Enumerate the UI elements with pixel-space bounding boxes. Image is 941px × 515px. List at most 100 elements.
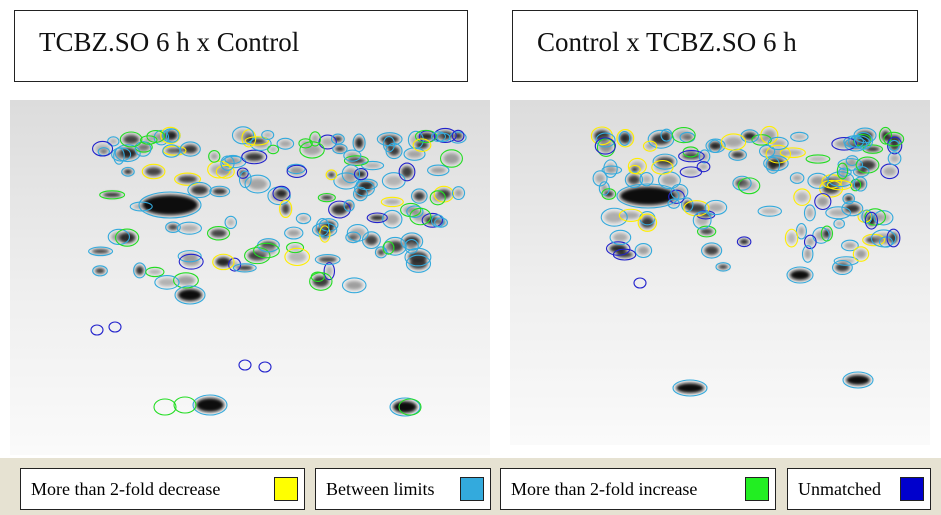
- gel-spot: [210, 229, 227, 238]
- gel-spot: [667, 198, 681, 209]
- gel-spot: [114, 228, 140, 247]
- gel-spot: [191, 185, 209, 195]
- legend-label: More than 2-fold increase: [511, 478, 698, 499]
- gel-spot: [880, 163, 900, 180]
- gel-spot: [604, 211, 624, 223]
- gel-spot: [95, 144, 110, 154]
- gel-spot: [831, 137, 857, 151]
- gel-spot: [244, 174, 271, 194]
- gel-spot: [673, 187, 686, 197]
- gel-spot: [616, 128, 635, 148]
- gel-spot: [832, 259, 853, 275]
- gel-spot: [253, 242, 280, 259]
- gel-spot: [328, 200, 351, 219]
- gel-spot: [321, 137, 334, 147]
- gel-spot: [637, 213, 658, 232]
- gel-spot: [149, 132, 162, 140]
- gel-spot: [683, 200, 710, 217]
- gel-spot: [604, 191, 614, 198]
- gel-spot: [678, 150, 705, 163]
- gel-spot: [783, 150, 803, 156]
- gel-spot: [174, 285, 206, 305]
- gel-spot: [303, 144, 322, 155]
- gel-spot: [443, 153, 460, 164]
- gel-spot: [640, 217, 654, 229]
- gel-spot: [846, 375, 870, 385]
- gel-spot: [814, 193, 832, 211]
- gel-spot: [616, 183, 680, 209]
- gel-spot: [592, 170, 608, 187]
- gel-spot: [852, 246, 870, 262]
- gel-spot: [704, 199, 728, 216]
- gel-spot: [178, 289, 202, 301]
- gel-spot: [224, 215, 238, 230]
- gel-spot: [90, 324, 104, 336]
- gel-spot: [281, 203, 290, 215]
- gel-spot: [226, 218, 235, 226]
- gel-spot: [315, 217, 330, 236]
- gel-spot: [187, 181, 212, 199]
- panel-title: TCBZ.SO 6 h x Control: [14, 10, 468, 82]
- gel-spot: [398, 162, 416, 182]
- gel-spot: [790, 131, 809, 142]
- gel-spot: [236, 167, 249, 179]
- gel-spot: [732, 175, 752, 191]
- gel-spot: [853, 127, 877, 144]
- gel-spot: [631, 167, 639, 172]
- gel-spot: [383, 236, 407, 256]
- gel-spot: [865, 146, 880, 152]
- gel-spot: [385, 213, 400, 225]
- gel-spot: [298, 138, 313, 149]
- gel-spot: [761, 208, 779, 215]
- gel-spot: [142, 195, 198, 215]
- gel-spot: [612, 248, 637, 261]
- gel-spot: [612, 233, 628, 242]
- gel-spot: [173, 272, 199, 289]
- gel-spot: [279, 199, 293, 218]
- gel-spot: [696, 225, 717, 238]
- gel-spot: [165, 128, 180, 143]
- gel-spot: [873, 210, 894, 226]
- gel-spot: [787, 232, 796, 244]
- gel-spot: [817, 196, 829, 207]
- gel-spot: [318, 256, 337, 263]
- gel-spot: [801, 245, 814, 263]
- gel-spot: [287, 229, 301, 237]
- gel-spot: [245, 152, 264, 162]
- gel-spot: [696, 161, 711, 173]
- gel-spot: [121, 166, 135, 177]
- gel-spot: [870, 229, 897, 248]
- gel-spot: [790, 270, 810, 280]
- gel-spot: [284, 226, 304, 240]
- gel-spot: [345, 280, 363, 290]
- gel-spot: [309, 131, 322, 147]
- gel-spot: [803, 204, 816, 222]
- gel-spot: [609, 244, 627, 253]
- gel-spot: [820, 225, 834, 242]
- gel-spot: [887, 151, 902, 166]
- gel-spot: [803, 234, 817, 250]
- gel-spot: [107, 228, 130, 246]
- gel-spot: [92, 140, 114, 157]
- gel-spot: [842, 371, 874, 389]
- gel-spot: [286, 164, 308, 178]
- gel-spot: [798, 226, 805, 236]
- gel-spot: [352, 133, 366, 153]
- gel-spot: [258, 361, 272, 373]
- gel-spot: [431, 214, 445, 228]
- legend-swatch: [900, 477, 924, 501]
- gel-spot: [212, 253, 235, 271]
- gel-spot: [741, 180, 757, 191]
- gel-spot: [670, 183, 689, 200]
- gel-spot: [88, 246, 114, 257]
- gel-images: [10, 100, 930, 455]
- gel-spot: [627, 157, 647, 175]
- gel-spot: [718, 264, 729, 270]
- gel-spot: [279, 140, 292, 147]
- gel-spot: [145, 167, 162, 176]
- legend-swatch: [745, 477, 769, 501]
- gel-spot: [288, 251, 307, 263]
- gel-spot: [609, 229, 632, 245]
- gel-spot: [99, 190, 126, 200]
- gel-spot: [793, 188, 811, 206]
